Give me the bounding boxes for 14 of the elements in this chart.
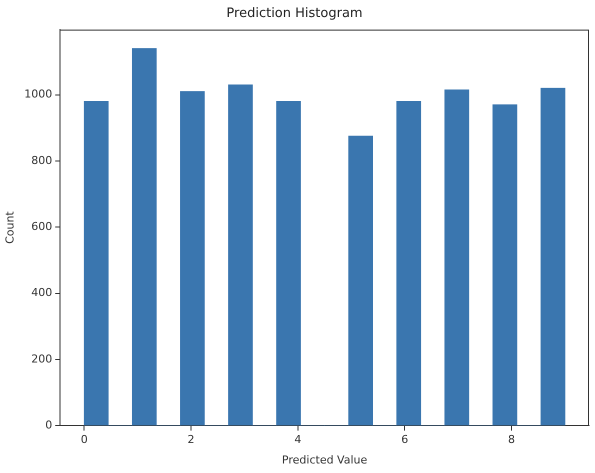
y-tick-label: 1000: [24, 88, 52, 101]
x-tick-label: 0: [80, 433, 88, 446]
y-tick-label: 200: [31, 352, 52, 366]
x-tick-label: 4: [294, 433, 302, 446]
x-tick-label: 6: [401, 433, 408, 446]
x-tick-label: 8: [508, 433, 516, 446]
y-tick-label: 800: [31, 154, 52, 167]
chart-title: Prediction Histogram: [226, 6, 363, 22]
x-axis-title: Predicted Value: [282, 453, 368, 466]
y-tick-label: 400: [31, 286, 52, 300]
y-tick-label: 600: [31, 220, 52, 233]
x-tick-label: 2: [188, 433, 195, 446]
y-axis-title: Count: [3, 210, 16, 244]
y-tick-label: 0: [45, 418, 52, 432]
